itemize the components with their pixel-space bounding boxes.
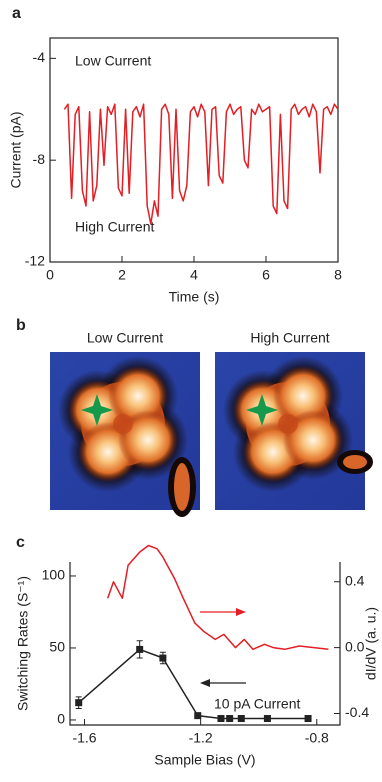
y-tick-label: 50 <box>49 639 65 655</box>
panel-label: c <box>16 534 25 551</box>
x-tick-label: 2 <box>118 267 126 283</box>
y-tick-label: -12 <box>25 253 45 269</box>
y-axis-label: Switching Rates (S⁻¹) <box>15 576 31 711</box>
y-tick-label: -4 <box>33 49 46 65</box>
image-title: High Current <box>250 330 329 346</box>
x-axis-label: Time (s) <box>169 289 220 305</box>
y2-tick-label: 0.4 <box>345 572 365 588</box>
x-tick-label: -1.6 <box>72 730 96 746</box>
marker <box>237 715 245 723</box>
annotation: High Current <box>75 219 154 235</box>
image-title: Low Current <box>87 330 163 346</box>
stm-image-low <box>50 352 200 517</box>
y-tick-label: 100 <box>42 567 66 583</box>
arrow-head <box>236 608 246 616</box>
x-tick-label: 4 <box>190 267 198 283</box>
panel-label: a <box>12 5 21 22</box>
panel-label: b <box>16 317 26 334</box>
marker <box>304 715 312 723</box>
marker <box>75 699 83 707</box>
marker <box>263 715 271 723</box>
data-line <box>106 544 329 651</box>
stm-image-high <box>215 352 373 510</box>
y2-tick-label: -0.4 <box>345 704 369 720</box>
arrow-head <box>200 679 210 687</box>
x-tick-label: -0.8 <box>305 730 329 746</box>
x-tick-label: 0 <box>46 267 54 283</box>
y-tick-label: 0 <box>57 711 65 727</box>
annotation: 10 pA Current <box>214 696 300 712</box>
marker <box>217 715 225 723</box>
marker <box>226 715 234 723</box>
plot-frame <box>69 562 341 726</box>
marker <box>136 645 144 653</box>
y-axis-label: Current (pA) <box>8 111 24 188</box>
x-axis-label: Sample Bias (V) <box>154 752 255 768</box>
annotation: Low Current <box>75 53 151 69</box>
y-tick-label: -8 <box>33 151 46 167</box>
x-tick-label: 8 <box>334 267 342 283</box>
marker <box>194 712 202 720</box>
y2-axis-label: dI/dV (a. u.) <box>363 607 379 680</box>
data-line <box>63 103 339 225</box>
x-tick-label: -1.2 <box>189 730 213 746</box>
marker <box>159 654 167 662</box>
x-tick-label: 6 <box>262 267 270 283</box>
y2-tick-label: 0.0 <box>345 638 365 654</box>
